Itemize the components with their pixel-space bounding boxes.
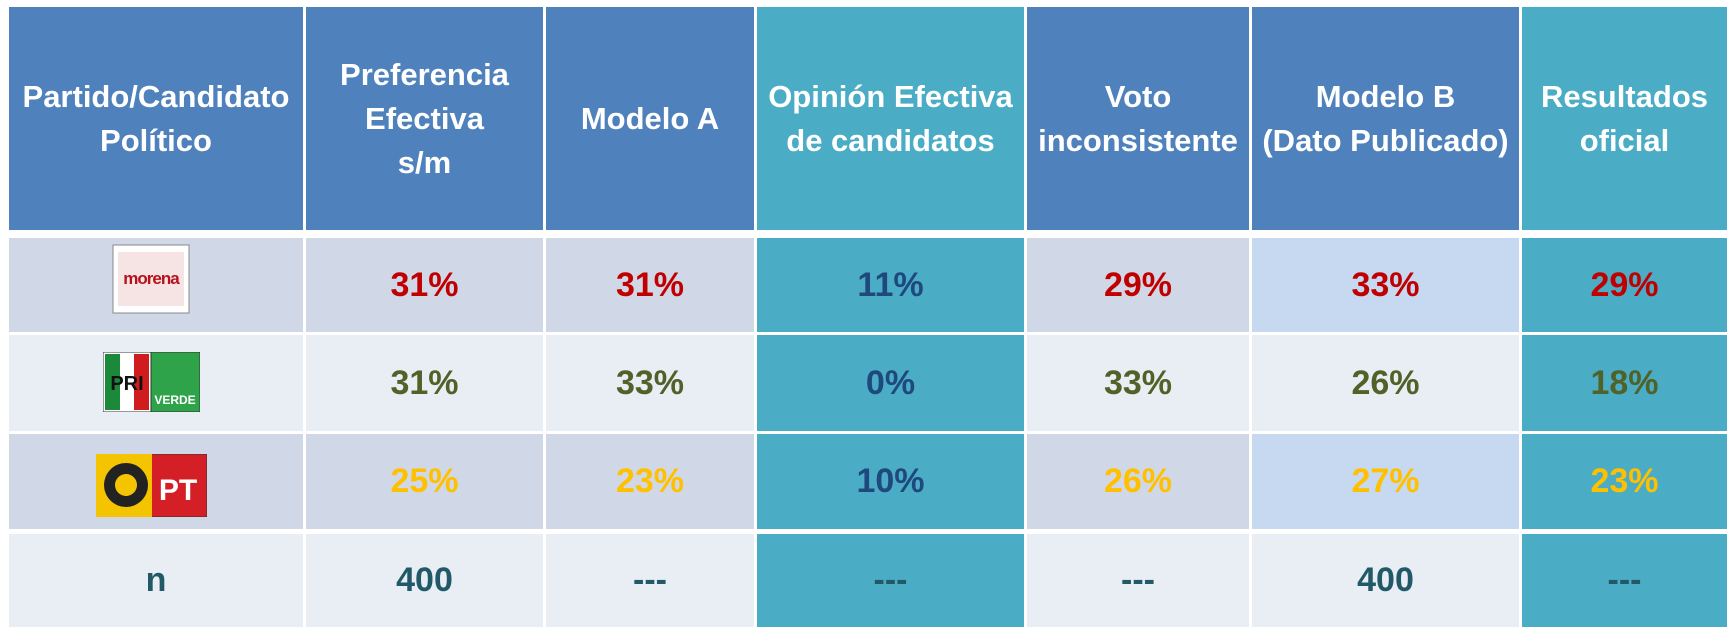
header-cell: Opinión Efectiva de candidatos [757, 7, 1024, 230]
data-cell: --- [546, 534, 754, 627]
logo-morena: morena [112, 244, 190, 314]
data-cell: 400 [306, 534, 543, 627]
data-cell: 33% [1027, 335, 1249, 431]
logo-sun-core [115, 474, 137, 496]
data-cell: 23% [1522, 434, 1727, 529]
header-cell: Resultados oficial [1522, 7, 1727, 230]
data-cell: 33% [1252, 238, 1519, 332]
data-cell: 31% [546, 238, 754, 332]
logo-text: morena [123, 269, 180, 288]
logo-text: PT [159, 474, 197, 507]
logo-pt: PT [96, 454, 207, 517]
row-label: n [9, 534, 303, 627]
header-cell: Voto inconsistente [1027, 7, 1249, 230]
data-cell: 23% [546, 434, 754, 529]
data-cell: 31% [306, 335, 543, 431]
header-cell: Preferencia Efectiva s/m [306, 7, 543, 230]
logo-stripe [134, 354, 149, 410]
data-cell: 25% [306, 434, 543, 529]
data-cell: 33% [546, 335, 754, 431]
header-cell: Modelo B (Dato Publicado) [1252, 7, 1519, 230]
logo-pri-verde: PRI VERDE [103, 352, 200, 412]
data-cell: 29% [1522, 238, 1727, 332]
header-cell: Modelo A [546, 7, 754, 230]
data-cell: 18% [1522, 335, 1727, 431]
data-cell: 26% [1252, 335, 1519, 431]
data-cell: 11% [757, 238, 1024, 332]
logo-stripe [105, 354, 120, 410]
data-cell: 31% [306, 238, 543, 332]
data-cell: 27% [1252, 434, 1519, 529]
data-cell: --- [1027, 534, 1249, 627]
data-cell: 10% [757, 434, 1024, 529]
data-cell: 26% [1027, 434, 1249, 529]
data-cell: 0% [757, 335, 1024, 431]
data-cell: 400 [1252, 534, 1519, 627]
data-cell: --- [1522, 534, 1727, 627]
header-cell: Partido/Candidato Político [9, 7, 303, 230]
data-cell: --- [757, 534, 1024, 627]
logo-text: PRI [110, 373, 143, 395]
data-cell: 29% [1027, 238, 1249, 332]
logo-box [150, 352, 200, 412]
logo-text: VERDE [154, 393, 195, 407]
logo-bg [118, 252, 184, 306]
